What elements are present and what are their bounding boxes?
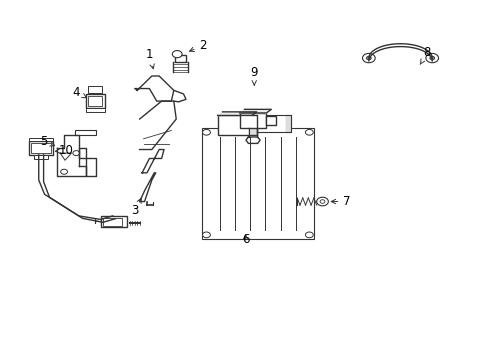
Bar — [101, 216, 127, 226]
Bar — [31, 143, 51, 153]
Polygon shape — [251, 116, 256, 135]
Text: 1: 1 — [145, 48, 154, 69]
Bar — [75, 130, 96, 135]
Circle shape — [172, 50, 182, 58]
Circle shape — [316, 197, 328, 206]
Polygon shape — [140, 173, 156, 202]
Text: 6: 6 — [241, 233, 249, 246]
Bar — [210, 135, 305, 232]
Polygon shape — [173, 90, 185, 102]
Text: 9: 9 — [250, 66, 258, 85]
Bar — [266, 116, 276, 125]
Bar — [34, 155, 48, 159]
Circle shape — [305, 130, 313, 135]
Circle shape — [305, 232, 313, 238]
Polygon shape — [245, 137, 260, 143]
Circle shape — [366, 56, 370, 60]
Text: 3: 3 — [131, 198, 141, 217]
Circle shape — [202, 232, 210, 238]
Polygon shape — [285, 116, 290, 132]
Text: 5: 5 — [40, 135, 55, 148]
Circle shape — [362, 53, 374, 63]
Bar — [217, 116, 251, 135]
Bar — [239, 113, 266, 128]
Circle shape — [425, 53, 438, 63]
Text: 4: 4 — [72, 86, 86, 99]
Bar — [86, 94, 104, 108]
Bar — [256, 116, 285, 132]
Text: 10: 10 — [55, 144, 74, 157]
Circle shape — [202, 130, 210, 135]
Bar — [29, 138, 53, 141]
Bar — [88, 96, 102, 107]
Text: 2: 2 — [189, 39, 206, 52]
Polygon shape — [217, 112, 256, 116]
Polygon shape — [239, 109, 271, 113]
Bar — [88, 86, 102, 93]
Text: 7: 7 — [330, 195, 350, 208]
Polygon shape — [57, 135, 86, 176]
Polygon shape — [140, 101, 176, 149]
Circle shape — [61, 169, 67, 174]
Polygon shape — [79, 148, 96, 176]
Bar — [103, 218, 122, 226]
Text: 8: 8 — [419, 46, 430, 64]
Polygon shape — [142, 149, 163, 173]
Polygon shape — [135, 76, 173, 101]
Bar — [86, 108, 104, 112]
Bar — [29, 141, 53, 155]
Circle shape — [429, 56, 434, 60]
Circle shape — [320, 200, 325, 203]
Bar — [201, 128, 314, 239]
Bar — [175, 55, 185, 62]
Circle shape — [73, 150, 80, 156]
